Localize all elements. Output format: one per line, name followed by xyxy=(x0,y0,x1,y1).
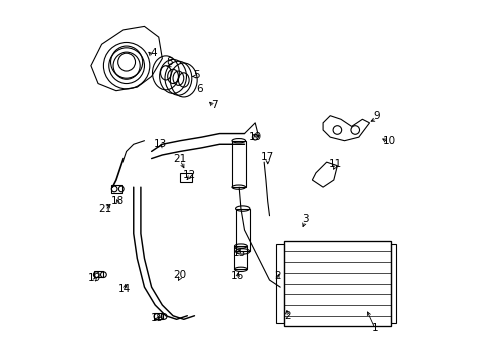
Text: 6: 6 xyxy=(196,84,203,94)
Bar xyxy=(94,271,103,277)
Text: 16: 16 xyxy=(230,271,244,282)
Text: 10: 10 xyxy=(382,136,395,146)
Bar xyxy=(231,141,245,187)
Text: 19: 19 xyxy=(150,312,163,323)
Text: 11: 11 xyxy=(328,159,342,169)
Text: 3: 3 xyxy=(301,214,308,224)
Text: 19: 19 xyxy=(248,132,261,142)
Text: 1: 1 xyxy=(371,323,377,333)
Text: 21: 21 xyxy=(99,203,112,213)
Text: 17: 17 xyxy=(261,152,274,162)
Bar xyxy=(235,208,249,251)
Text: 2: 2 xyxy=(284,311,290,321)
Bar xyxy=(111,185,122,193)
Bar xyxy=(154,313,163,319)
Bar xyxy=(283,241,390,327)
Bar xyxy=(180,173,191,182)
Text: 13: 13 xyxy=(154,139,167,149)
Text: 12: 12 xyxy=(182,170,195,180)
Text: 5: 5 xyxy=(193,69,199,80)
Text: 8: 8 xyxy=(166,57,172,67)
Text: 19: 19 xyxy=(88,273,101,283)
Text: 4: 4 xyxy=(150,48,156,58)
Text: 15: 15 xyxy=(232,248,245,258)
Bar xyxy=(275,244,283,323)
Text: 2: 2 xyxy=(273,271,280,282)
Text: 21: 21 xyxy=(173,154,186,163)
Bar xyxy=(234,246,247,269)
Text: 14: 14 xyxy=(118,284,131,294)
Bar xyxy=(390,244,395,323)
Text: 7: 7 xyxy=(210,100,217,110)
Text: 9: 9 xyxy=(373,111,379,121)
Text: 20: 20 xyxy=(173,270,186,280)
Text: 18: 18 xyxy=(111,197,124,206)
